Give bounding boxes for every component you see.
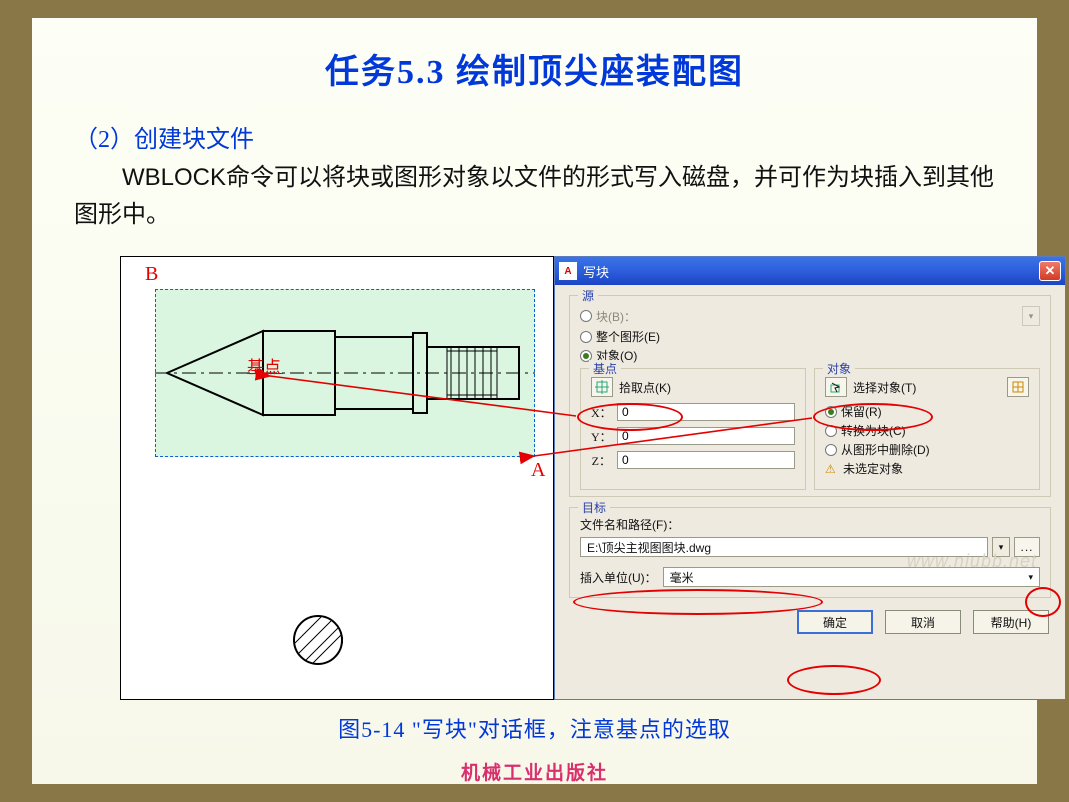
figure-area: B (120, 256, 1030, 700)
no-objects-warning: ⚠ 未选定对象 (825, 460, 1029, 477)
wblock-dialog: A 写块 ✕ 源 块(B)： ▾ 整个图形(E) (554, 256, 1066, 700)
x-input[interactable] (617, 403, 795, 421)
cancel-button[interactable]: 取消 (885, 610, 961, 634)
basepoint-label: 基点 (247, 353, 281, 378)
radio-entire-drawing[interactable]: 整个图形(E) (580, 328, 1040, 345)
group-basepoint-title: 基点 (589, 360, 621, 377)
tailstock-drawing (155, 289, 535, 457)
radio-icon (825, 444, 837, 456)
radio-icon (825, 425, 837, 437)
radio-icon (580, 331, 592, 343)
group-objects: 对象 选择对象(T) (814, 368, 1040, 490)
select-objects-icon[interactable] (825, 377, 847, 397)
select-objects-label[interactable]: 选择对象(T) (853, 379, 916, 396)
unit-select[interactable]: 毫米 ▾ (663, 567, 1040, 587)
pick-point-icon[interactable] (591, 377, 613, 397)
pick-point-label[interactable]: 拾取点(K) (619, 379, 671, 396)
y-field: Y： (591, 427, 795, 445)
section-circle (291, 613, 345, 667)
block-dropdown[interactable]: ▾ (1022, 306, 1040, 326)
help-button[interactable]: 帮助(H) (973, 610, 1049, 634)
browse-button[interactable]: ... (1014, 537, 1040, 557)
group-basepoint: 基点 拾取点(K) X： Y： (580, 368, 806, 490)
radio-retain[interactable]: 保留(R) (825, 403, 1029, 420)
z-field: Z： (591, 451, 795, 469)
publisher: 机械工业出版社 (32, 758, 1037, 785)
warning-icon: ⚠ (825, 462, 839, 476)
x-field: X： (591, 403, 795, 421)
group-source: 源 块(B)： ▾ 整个图形(E) 对象(O) 基点 (569, 295, 1051, 497)
basepoint-objects-row: 基点 拾取点(K) X： Y： (580, 368, 1040, 490)
sub-heading: （2）创建块文件 (74, 127, 254, 153)
basepoint-underline (247, 373, 283, 374)
dialog-buttons: 确定 取消 帮助(H) (555, 598, 1065, 634)
callout-ok (787, 665, 881, 695)
quick-select-icon[interactable] (1007, 377, 1029, 397)
group-source-title: 源 (578, 287, 598, 304)
paragraph: WBLOCK命令可以将块或图形对象以文件的形式写入磁盘，并可作为块插入到其他图形… (74, 159, 995, 233)
path-input[interactable]: E:\顶尖主视图图块.dwg (580, 537, 988, 557)
chevron-down-icon: ▾ (1028, 572, 1033, 583)
slide-title: 任务5.3 绘制顶尖座装配图 (32, 18, 1037, 93)
slide: 任务5.3 绘制顶尖座装配图 （2）创建块文件 WBLOCK命令可以将块或图形对… (32, 18, 1037, 784)
radio-icon (825, 406, 837, 418)
group-destination: 目标 文件名和路径(F)： E:\顶尖主视图图块.dwg ▾ ... 插入单位(… (569, 507, 1051, 598)
figure-caption: 图5-14 "写块"对话框，注意基点的选取 (32, 712, 1037, 744)
ok-button[interactable]: 确定 (797, 610, 873, 634)
label-a: A (531, 459, 545, 482)
z-input[interactable] (617, 451, 795, 469)
close-icon[interactable]: ✕ (1039, 261, 1061, 281)
dialog-title: 写块 (583, 262, 609, 281)
group-destination-title: 目标 (578, 499, 610, 516)
dialog-titlebar: A 写块 ✕ (555, 257, 1065, 285)
radio-objects[interactable]: 对象(O) (580, 347, 1040, 364)
app-icon: A (559, 262, 577, 280)
path-label: 文件名和路径(F)： (580, 516, 1040, 533)
radio-delete[interactable]: 从图形中删除(D) (825, 441, 1029, 458)
label-b: B (145, 263, 158, 286)
group-objects-title: 对象 (823, 360, 855, 377)
radio-convert[interactable]: 转换为块(C) (825, 422, 1029, 439)
path-dropdown[interactable]: ▾ (992, 537, 1010, 557)
radio-block[interactable]: 块(B)： ▾ (580, 306, 1040, 326)
radio-icon (580, 310, 592, 322)
body-text: （2）创建块文件 WBLOCK命令可以将块或图形对象以文件的形式写入磁盘，并可作… (32, 93, 1037, 234)
unit-label: 插入单位(U)： (580, 569, 657, 586)
drawing-panel: B (120, 256, 554, 700)
y-input[interactable] (617, 427, 795, 445)
